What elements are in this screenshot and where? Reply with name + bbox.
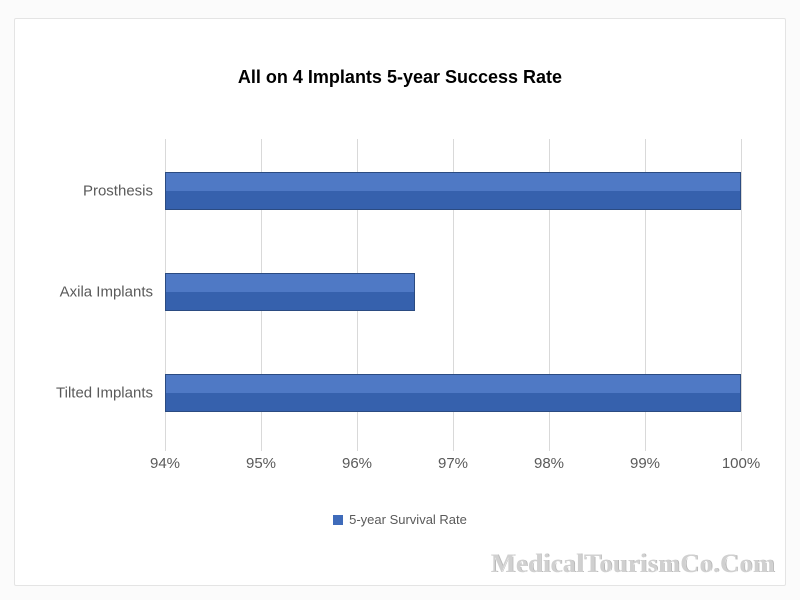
- gridline: [741, 139, 742, 451]
- x-axis-label: 95%: [246, 455, 276, 472]
- bar: [165, 273, 415, 311]
- legend-swatch: [333, 515, 343, 525]
- x-axis-label: 98%: [534, 455, 564, 472]
- page-background: All on 4 Implants 5-year Success Rate 94…: [0, 0, 800, 600]
- y-axis-label: Prosthesis: [83, 183, 153, 200]
- bar: [165, 374, 741, 412]
- x-axis-label: 100%: [722, 455, 760, 472]
- plot-area: 94%95%96%97%98%99%100%Tilted ImplantsAxi…: [165, 139, 741, 445]
- x-axis-label: 94%: [150, 455, 180, 472]
- bar: [165, 172, 741, 210]
- watermark: MedicalTourismCo.Com: [491, 549, 775, 579]
- chart-title: All on 4 Implants 5-year Success Rate: [15, 67, 785, 88]
- x-axis-label: 99%: [630, 455, 660, 472]
- y-axis-label: Tilted Implants: [56, 384, 153, 401]
- chart-card: All on 4 Implants 5-year Success Rate 94…: [14, 18, 786, 586]
- legend: 5-year Survival Rate: [15, 512, 785, 527]
- legend-label: 5-year Survival Rate: [349, 512, 467, 527]
- y-axis-label: Axila Implants: [60, 284, 153, 301]
- x-axis-label: 97%: [438, 455, 468, 472]
- x-axis-label: 96%: [342, 455, 372, 472]
